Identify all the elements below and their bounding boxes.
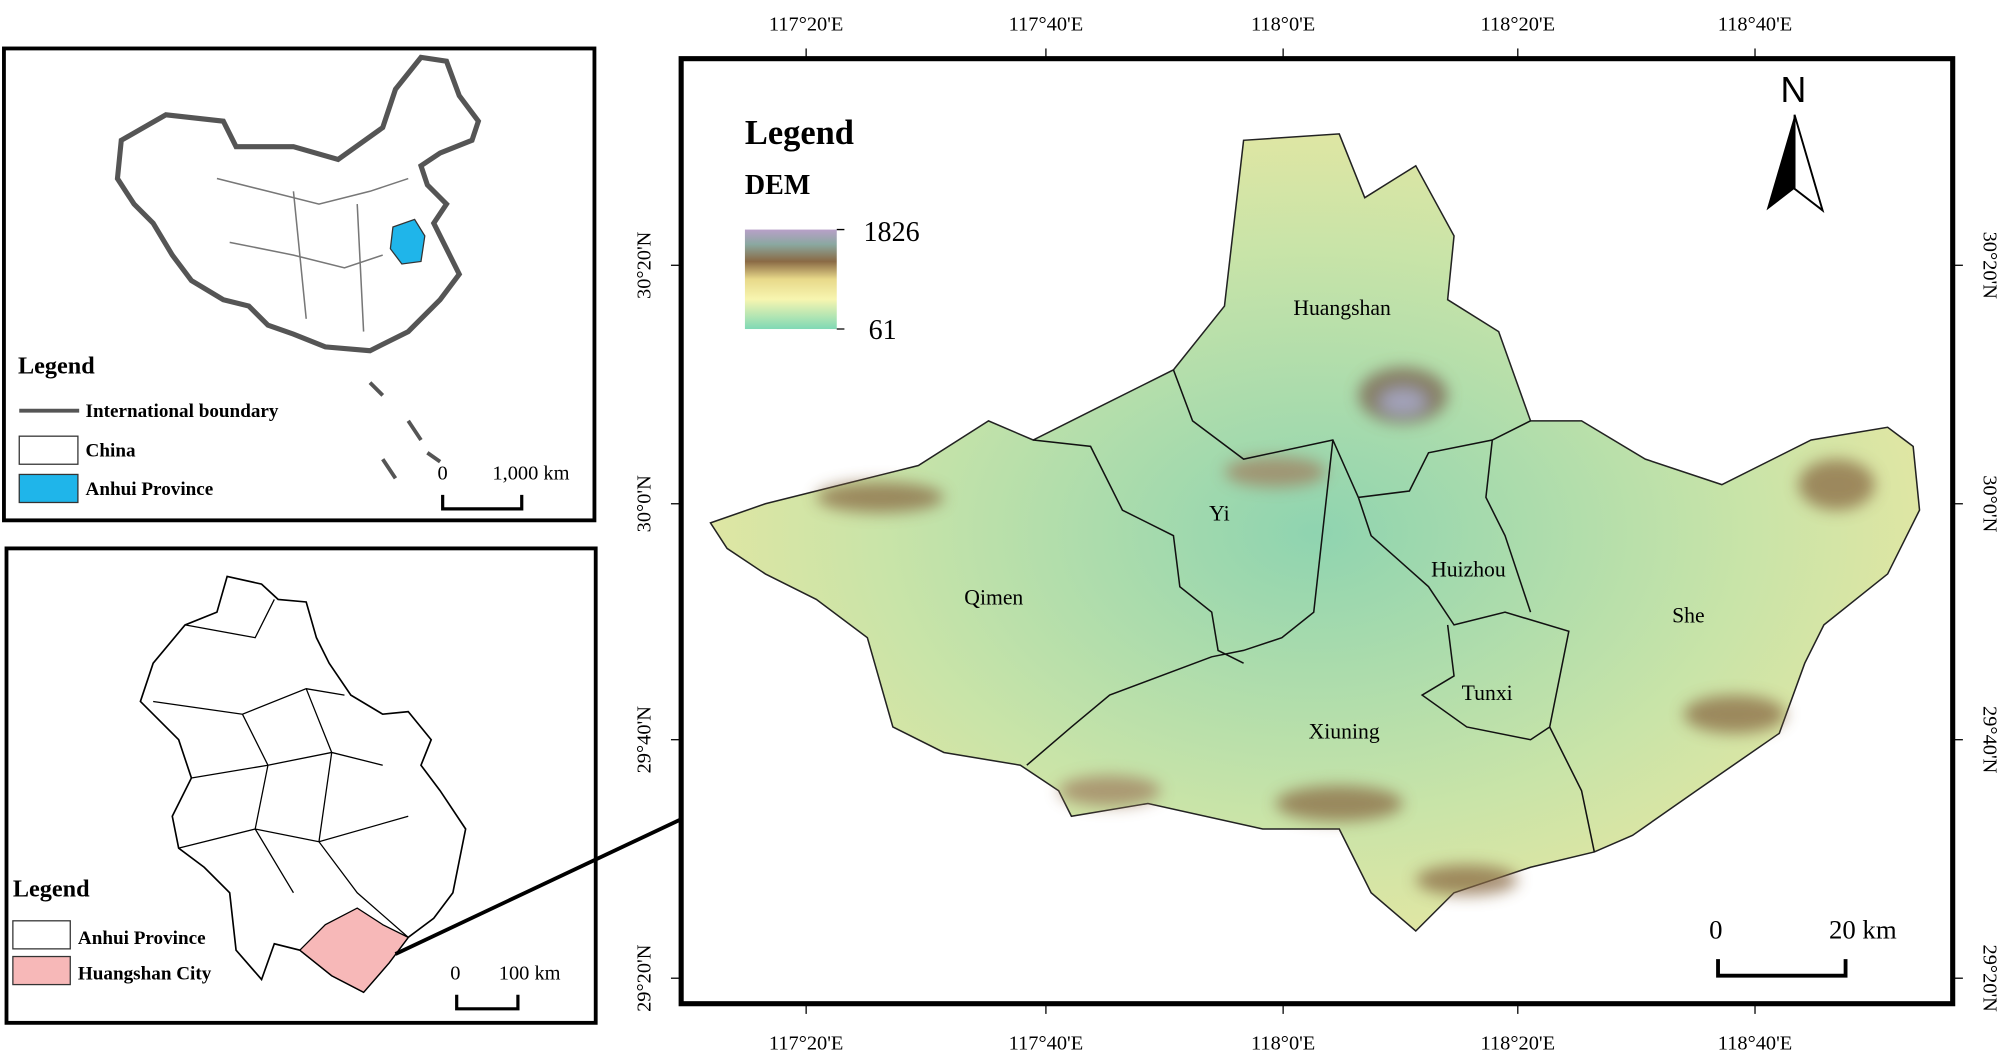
lon-label: 118°0'E	[1251, 14, 1315, 36]
lon-label: 118°40'E	[1718, 14, 1793, 36]
place-labels: Huangshan Yi Qimen Huizhou She Tunxi Xiu…	[964, 296, 1704, 743]
scale-label: 0	[1709, 915, 1722, 945]
lat-label: 29°40'N	[634, 706, 656, 774]
scale-bar	[455, 994, 520, 1011]
place-label: She	[1672, 603, 1705, 627]
place-label: Tunxi	[1462, 681, 1513, 705]
lat-label: 30°20'N	[1978, 232, 2000, 300]
legend-swatch	[18, 435, 79, 465]
lat-label: 29°20'N	[1978, 945, 2000, 1013]
legend-label: Anhui Province	[78, 928, 206, 949]
lon-label: 117°20'E	[769, 1033, 844, 1055]
legend-label: International boundary	[86, 401, 279, 422]
city-boundaries	[153, 599, 409, 938]
colorbar-ticks	[836, 228, 845, 330]
anhui-inset: Legend Anhui Province Huangshan City 0 1…	[4, 546, 598, 1025]
lat-label: 30°0'N	[1978, 475, 2000, 532]
legend-title: Legend	[745, 114, 854, 152]
scale-label: 1,000 km	[492, 463, 569, 485]
north-arrow: N	[1766, 70, 1825, 213]
scale-label: 0	[438, 463, 448, 485]
lon-label: 118°20'E	[1481, 14, 1556, 36]
legend-title: Legend	[13, 876, 90, 903]
legend-title: Legend	[18, 353, 95, 380]
legend-label: Huangshan City	[78, 963, 212, 984]
lon-label: 118°20'E	[1481, 1033, 1556, 1055]
graticule: 117°20'E 117°20'E 117°40'E 117°40'E 118°0'E 1…	[634, 14, 2000, 1055]
scale-bar	[441, 494, 524, 511]
lat-label: 30°0'N	[634, 475, 656, 532]
lon-label: 118°40'E	[1718, 1033, 1793, 1055]
lon-label: 117°20'E	[769, 14, 844, 36]
place-label: Qimen	[964, 586, 1023, 610]
lat-label: 29°40'N	[1978, 706, 2000, 774]
china-outline	[114, 54, 482, 354]
dem-legend: Legend DEM 1826 61	[744, 114, 920, 346]
legend-swatch	[18, 473, 79, 504]
county-boundaries	[1026, 369, 1596, 853]
lon-label: 117°40'E	[1009, 1033, 1084, 1055]
scale-bar	[1716, 959, 1848, 978]
place-label: Huangshan	[1293, 296, 1391, 320]
huangshan-highlight	[298, 907, 410, 994]
legend-swatch	[12, 920, 71, 950]
place-label: Yi	[1209, 501, 1229, 525]
scale-label: 100 km	[499, 962, 561, 984]
legend-swatch	[12, 955, 71, 986]
anhui-highlight	[389, 218, 426, 265]
lon-label: 117°40'E	[1009, 14, 1084, 36]
china-inset: Legend International boundary China Anhu…	[2, 46, 597, 523]
scale-label: 20 km	[1829, 915, 1897, 945]
huangshan-city	[709, 133, 1921, 933]
legend-label: China	[86, 441, 136, 462]
scale-label: 0	[450, 962, 460, 984]
north-label: N	[1781, 70, 1807, 110]
legend-label: Anhui Province	[86, 479, 214, 500]
province-boundaries	[216, 177, 409, 332]
legend-subtitle: DEM	[745, 170, 810, 201]
lat-label: 30°20'N	[634, 231, 656, 299]
main-map: Legend DEM 1826 61 N 0 20 km Huangshan Y…	[634, 14, 2000, 1055]
place-label: Huizhou	[1431, 557, 1506, 581]
relief	[816, 367, 1875, 896]
lat-label: 29°20'N	[634, 944, 656, 1012]
place-label: Xiuning	[1309, 719, 1380, 743]
dem-min-label: 61	[869, 315, 897, 346]
dem-colorbar	[744, 229, 837, 330]
dem-max-label: 1826	[864, 217, 920, 248]
lon-label: 118°0'E	[1251, 1033, 1315, 1055]
islands	[368, 381, 442, 480]
